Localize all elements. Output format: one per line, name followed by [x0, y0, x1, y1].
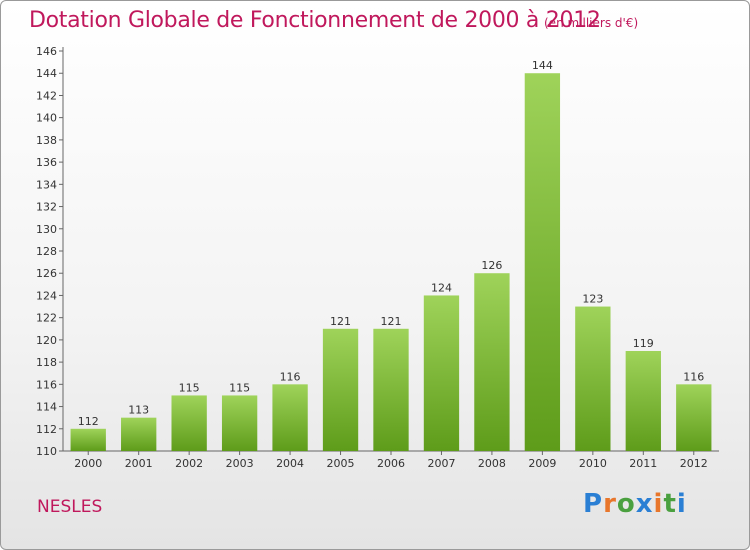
y-tick-label: 122	[36, 312, 57, 325]
logo-letter: o	[616, 489, 636, 519]
value-label-2003: 115	[229, 381, 250, 394]
x-tick-label-2003: 2003	[226, 457, 254, 470]
logo-letter: i	[676, 489, 687, 519]
value-label-2009: 144	[532, 59, 553, 72]
x-tick-label-2006: 2006	[377, 457, 405, 470]
y-tick-label: 116	[36, 378, 57, 391]
value-label-2006: 121	[381, 315, 402, 328]
logo-letter: P	[583, 489, 604, 519]
bar-2001[interactable]	[121, 417, 157, 451]
y-tick-label: 130	[36, 223, 57, 236]
value-label-2002: 115	[179, 381, 200, 394]
bar-2000[interactable]	[70, 428, 106, 451]
value-label-2000: 112	[78, 415, 99, 428]
bar-2002[interactable]	[171, 395, 207, 451]
chart-title: Dotation Globale de Fonctionnement de 20…	[29, 8, 601, 33]
y-tick-label: 132	[36, 201, 57, 214]
x-tick-label-2004: 2004	[276, 457, 304, 470]
x-tick-label-2010: 2010	[579, 457, 607, 470]
x-tick-label-2009: 2009	[528, 457, 556, 470]
y-tick-label: 146	[36, 45, 57, 58]
value-label-2005: 121	[330, 315, 351, 328]
y-tick-label: 120	[36, 334, 57, 347]
bar-2006[interactable]	[373, 328, 409, 451]
value-label-2011: 119	[633, 337, 654, 350]
y-tick-label: 144	[36, 67, 57, 80]
y-tick-label: 114	[36, 401, 57, 414]
y-tick-label: 142	[36, 89, 57, 102]
bar-2004[interactable]	[272, 384, 308, 451]
x-tick-label-2011: 2011	[629, 457, 657, 470]
y-tick-label: 134	[36, 178, 57, 191]
y-tick-label: 136	[36, 156, 57, 169]
y-tick-label: 124	[36, 289, 57, 302]
bar-2009[interactable]	[524, 73, 561, 451]
y-tick-label: 140	[36, 112, 57, 125]
y-tick-label: 118	[36, 356, 57, 369]
chart-unit: (en milliers d'€)	[544, 16, 639, 30]
x-tick-label-2012: 2012	[680, 457, 708, 470]
x-tick-label-2000: 2000	[74, 457, 102, 470]
bar-2012[interactable]	[676, 384, 712, 451]
y-tick-label: 126	[36, 267, 57, 280]
y-tick-label: 138	[36, 134, 57, 147]
y-tick-label: 110	[36, 445, 57, 458]
y-tick-label: 128	[36, 245, 57, 258]
bar-2005[interactable]	[322, 328, 359, 451]
logo-letter: x	[635, 489, 654, 519]
bar-2003[interactable]	[221, 395, 258, 451]
location-name: NESLES	[37, 497, 103, 517]
bar-2008[interactable]	[474, 273, 510, 451]
value-label-2004: 116	[280, 370, 301, 383]
logo-letter: r	[603, 489, 617, 519]
x-tick-label-2005: 2005	[327, 457, 355, 470]
value-label-2001: 113	[128, 404, 149, 417]
bar-2010[interactable]	[575, 306, 611, 451]
x-tick-label-2008: 2008	[478, 457, 506, 470]
logo-letter: t	[663, 489, 677, 519]
value-label-2010: 123	[582, 293, 603, 306]
bar-2007[interactable]	[423, 295, 460, 451]
value-label-2012: 116	[683, 370, 704, 383]
x-tick-label-2002: 2002	[175, 457, 203, 470]
bar-2011[interactable]	[625, 351, 661, 451]
value-label-2008: 126	[481, 259, 502, 272]
logo-letter: i	[653, 489, 664, 519]
proxiti-logo[interactable]: Proxiti	[583, 489, 687, 519]
y-tick-label: 112	[36, 423, 57, 436]
x-tick-label-2007: 2007	[427, 457, 455, 470]
value-label-2007: 124	[431, 281, 452, 294]
x-tick-label-2001: 2001	[125, 457, 153, 470]
